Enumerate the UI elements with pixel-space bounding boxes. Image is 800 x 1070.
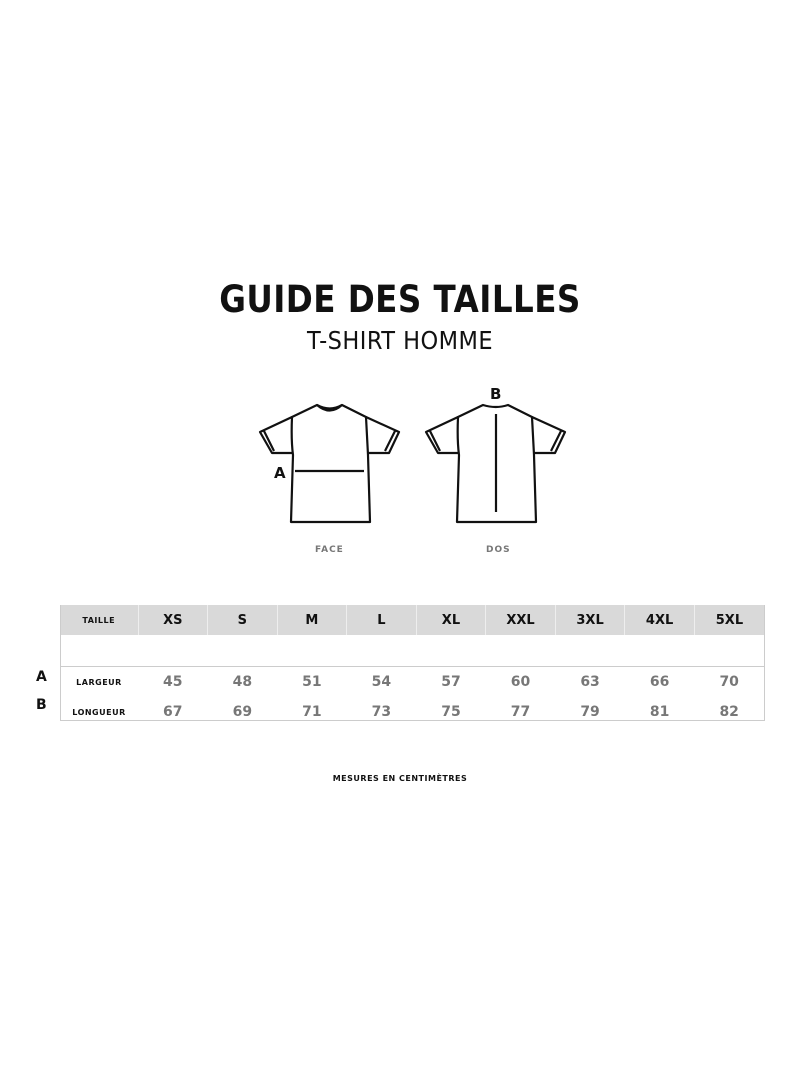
cell: 73: [371, 704, 392, 720]
cell: 75: [441, 704, 461, 720]
size-header-row: TAILLE XS S M L XL XXL 3XL 4XL 5XL: [60, 605, 764, 635]
page-subtitle: T-SHIRT HOMME: [306, 326, 494, 355]
size-4xl: 4XL: [624, 605, 695, 635]
row-letter-b: B: [36, 697, 47, 713]
cell: 79: [580, 704, 600, 720]
size-s: S: [207, 605, 278, 635]
marker-b: B: [490, 385, 501, 403]
page-title: GUIDE DES TAILLES: [219, 278, 581, 321]
size-table: TAILLE XS S M L XL XXL 3XL 4XL 5XL LARGE…: [60, 605, 764, 727]
spacer-row: [60, 635, 764, 667]
marker-a: A: [274, 464, 286, 482]
size-xl: XL: [415, 605, 486, 635]
cell: 67: [163, 704, 183, 720]
size-5xl: 5XL: [693, 605, 764, 635]
cell: 82: [719, 704, 739, 720]
row-label: LONGUEUR: [72, 707, 126, 717]
row-label: LARGEUR: [76, 677, 122, 687]
cell: 66: [649, 674, 670, 690]
cell: 57: [441, 674, 461, 690]
front-caption: FACE: [315, 545, 344, 555]
tshirt-front-icon: [258, 403, 401, 524]
size-3xl: 3XL: [554, 605, 625, 635]
cell: 54: [371, 674, 392, 690]
cell: 77: [510, 704, 531, 720]
row-letter-a: A: [36, 669, 47, 685]
size-xs: XS: [137, 605, 208, 635]
table-row-largeur: LARGEUR 45 48 51 54 57 60 63 66 70: [60, 667, 764, 698]
cell: 63: [580, 674, 600, 690]
cell: 69: [232, 704, 253, 720]
size-m: M: [276, 605, 347, 635]
tshirt-illustrations: A B: [258, 385, 567, 524]
cell: 48: [232, 674, 253, 690]
back-caption: DOS: [486, 545, 511, 555]
tshirt-back-icon: [424, 403, 567, 524]
cell: 70: [719, 674, 739, 690]
cell: 71: [302, 704, 322, 720]
cell: 51: [302, 674, 322, 690]
taille-header: TAILLE: [60, 605, 138, 635]
size-l: L: [346, 605, 417, 635]
cell: 81: [649, 704, 670, 720]
size-xxl: XXL: [485, 605, 556, 635]
cell: 60: [510, 674, 531, 690]
units-note: MESURES EN CENTIMÈTRES: [332, 774, 468, 783]
cell: 45: [163, 674, 183, 690]
table-row-longueur: LONGUEUR 67 69 71 73 75 77 79 81 82: [60, 697, 764, 727]
